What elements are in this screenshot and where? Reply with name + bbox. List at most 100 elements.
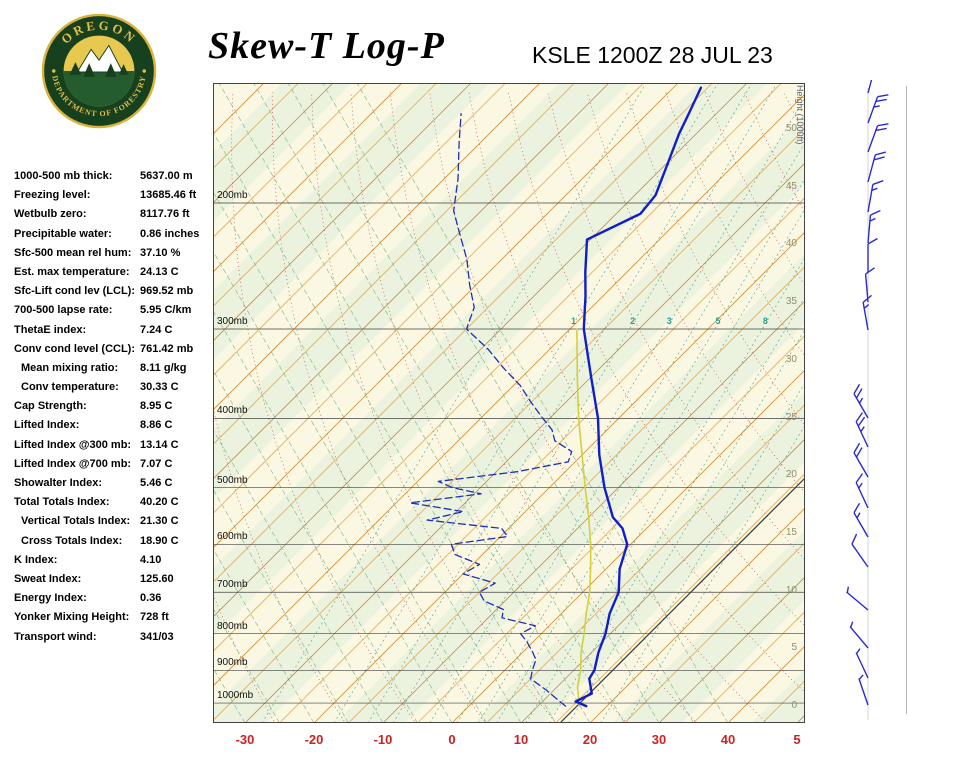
temp-tick: 20 [582, 732, 598, 747]
index-label: Conv cond level (CCL): [14, 342, 136, 355]
index-value: 40.20 C [140, 496, 179, 509]
index-row: ThetaE index: 7.24 C [14, 321, 219, 340]
temp-tick: -20 [304, 732, 324, 747]
index-label: Lifted Index: [14, 419, 80, 432]
index-label: Freezing level: [14, 189, 91, 202]
index-row: Energy Index: 0.36 [14, 589, 219, 608]
index-value: 761.42 mb [140, 342, 194, 355]
temp-tick: 5 [793, 732, 801, 747]
station-datetime: KSLE 1200Z 28 JUL 23 [532, 42, 773, 68]
index-row: Sfc-Lift cond lev (LCL): 969.52 mb [14, 282, 219, 301]
index-row: Freezing level: 13685.46 ft [14, 186, 219, 205]
index-label: ThetaE index: [14, 323, 87, 336]
index-label: Mean mixing ratio: [21, 361, 119, 374]
index-label: Lifted Index @300 mb: [14, 438, 132, 451]
index-row: Vertical Totals Index: 21.30 C [14, 512, 219, 531]
index-value: 0.86 inches [140, 227, 200, 240]
wind-barb [862, 294, 873, 331]
temp-tick: 10 [513, 732, 529, 747]
wind-barb [867, 151, 887, 183]
height-axis-title: Height (1000ft) [795, 85, 805, 145]
mixing-ratio-label: 3 [666, 316, 672, 326]
index-row: Lifted Index @300 mb: 13.14 C [14, 436, 219, 455]
index-label: Sfc-500 mean rel hum: [14, 246, 132, 259]
mixing-ratio-label: 8 [762, 316, 768, 326]
index-value: 969.52 mb [140, 285, 194, 298]
index-row: Sweat Index: 125.60 [14, 570, 219, 589]
height-tick: 45 [785, 180, 797, 192]
height-tick: 20 [785, 469, 797, 481]
skewt-chart-area: 200mb 300mb 400mb 500mb 600mb 700mb 800mb 900mb… [213, 83, 805, 723]
index-row: Cap Strength: 8.95 C [14, 397, 219, 416]
height-tick: 25 [785, 411, 797, 423]
index-value: 8.11 g/kg [140, 361, 187, 374]
odf-logo-icon: OREGON DEPARTMENT OF FORESTRY [41, 13, 157, 129]
index-row: Precipitable water: 0.86 inches [14, 225, 219, 244]
index-value: 728 ft [140, 611, 169, 624]
indices-panel: 1000-500 mb thick: 5637.00 m Freezing leve… [14, 167, 219, 647]
index-row: Yonker Mixing Height: 728 ft [14, 608, 219, 627]
index-row: Conv cond level (CCL): 761.42 mb [14, 340, 219, 359]
wind-barb [867, 80, 873, 94]
index-value: 4.10 [140, 553, 162, 566]
index-row: 1000-500 mb thick: 5637.00 m [14, 167, 219, 186]
index-label: Cross Totals Index: [21, 534, 123, 547]
index-label: Precipitable water: [14, 227, 112, 240]
index-value: 5.46 C [140, 477, 173, 489]
wind-barb [853, 383, 869, 419]
height-tick: 15 [785, 526, 797, 538]
temp-tick: 30 [651, 732, 667, 747]
index-value: 8.86 C [140, 419, 173, 432]
index-label: Energy Index: [14, 592, 87, 605]
index-value: 37.10 % [140, 246, 181, 259]
index-row: Showalter Index: 5.46 C [14, 474, 219, 493]
index-label: 1000-500 mb thick: [14, 170, 113, 182]
mixing-ratio-label: 2 [630, 316, 636, 326]
height-tick: 40 [785, 238, 797, 250]
index-row: Lifted Index: 8.86 C [14, 416, 219, 435]
height-tick: 30 [785, 353, 797, 365]
index-row: Conv temperature: 30.33 C [14, 378, 219, 397]
index-label: Total Totals Index: [14, 496, 110, 509]
index-label: Transport wind: [14, 630, 97, 643]
right-axis-rule [906, 86, 907, 714]
page-title: Skew-T Log-P [208, 25, 445, 67]
wind-barb [855, 473, 869, 509]
index-row: Cross Totals Index: 18.90 C [14, 532, 219, 551]
index-value: 341/03 [140, 630, 174, 643]
temp-tick: -30 [235, 732, 255, 747]
index-value: 7.07 C [140, 457, 173, 470]
index-value: 18.90 C [140, 534, 179, 547]
index-value: 30.33 C [140, 381, 179, 394]
wind-barb [855, 648, 869, 679]
wind-barb [846, 586, 869, 611]
height-tick: 35 [785, 296, 797, 308]
index-row: Wetbulb zero: 8117.76 ft [14, 205, 219, 224]
pressure-label: 300mb [217, 315, 248, 327]
index-label: 700-500 lapse rate: [14, 304, 113, 317]
index-label: Showalter Index: [14, 477, 103, 489]
index-value: 13.14 C [140, 438, 179, 451]
skewt-plot [213, 83, 805, 723]
pressure-label: 600mb [217, 531, 248, 543]
index-label: Conv temperature: [21, 381, 119, 394]
temp-tick: -10 [373, 732, 393, 747]
index-value: 125.60 [140, 572, 174, 585]
wind-barb [864, 267, 875, 303]
index-label: Sfc-Lift cond lev (LCL): [14, 285, 135, 298]
wind-barb [849, 621, 869, 649]
index-row: Lifted Index @700 mb: 7.07 C [14, 455, 219, 474]
index-value: 5.95 C/km [140, 304, 192, 317]
wind-barb [851, 533, 869, 568]
wind-barb [855, 412, 869, 448]
pressure-label: 500mb [217, 474, 248, 486]
wind-barb [867, 94, 889, 124]
wind-barb [853, 442, 869, 478]
index-row: Est. max temperature: 24.13 C [14, 263, 219, 282]
index-label: Wetbulb zero: [14, 208, 87, 221]
index-label: Vertical Totals Index: [21, 515, 131, 528]
index-row: 700-500 lapse rate: 5.95 C/km [14, 301, 219, 320]
index-value: 5637.00 m [140, 170, 193, 182]
height-tick: 0 [791, 700, 797, 711]
